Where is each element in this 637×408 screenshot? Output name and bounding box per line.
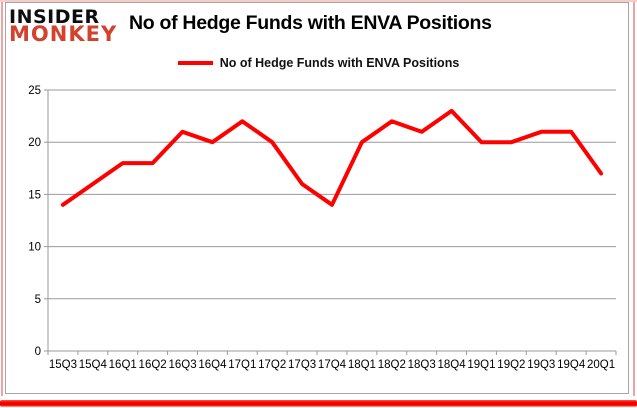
insider-monkey-logo: INSIDER MONKEY (9, 8, 117, 45)
chart-legend: No of Hedge Funds with ENVA Positions (0, 56, 637, 70)
series-line (60, 108, 604, 207)
x-tick-label: 18Q3 (408, 359, 436, 371)
x-tick-label: 19Q1 (467, 359, 495, 371)
x-tick-label: 16Q2 (139, 359, 167, 371)
x-tick-label: 17Q1 (228, 359, 256, 371)
x-tick-label: 18Q1 (348, 359, 376, 371)
x-tick-label: 17Q2 (258, 359, 286, 371)
y-tick-label: 25 (28, 85, 41, 97)
legend-line-swatch (177, 61, 213, 65)
legend-label: No of Hedge Funds with ENVA Positions (219, 56, 460, 70)
frame-glow-right (633, 2, 635, 396)
x-tick-label: 16Q4 (198, 359, 227, 371)
x-tick-label: 20Q1 (587, 359, 615, 371)
y-tick-label: 10 (28, 242, 41, 254)
page-title: No of Hedge Funds with ENVA Positions (129, 12, 492, 34)
frame-glow-top (0, 0, 637, 2)
x-tick-label: 17Q4 (318, 359, 347, 371)
y-tick-label: 0 (35, 346, 41, 358)
x-tick-label: 16Q1 (109, 359, 137, 371)
x-tick-label: 19Q3 (527, 359, 555, 371)
x-tick-label: 15Q3 (49, 359, 77, 371)
logo-text-insider: INSIDER (9, 6, 100, 28)
y-tick-label: 15 (28, 189, 41, 201)
x-tick-label: 18Q2 (378, 359, 406, 371)
frame-glow-bottom (0, 400, 637, 407)
x-tick-label: 15Q4 (79, 359, 108, 371)
chart-frame (5, 2, 629, 394)
x-tick-label: 16Q3 (168, 359, 196, 371)
x-tick-label: 18Q4 (438, 359, 467, 371)
x-tick-label: 17Q3 (288, 359, 316, 371)
logo-text-monkey: MONKEY (9, 22, 118, 46)
x-tick-label: 19Q2 (497, 359, 525, 371)
y-tick-label: 20 (28, 137, 41, 149)
y-tick-label: 5 (35, 294, 41, 306)
frame-glow-left (1, 2, 3, 396)
x-tick-label: 19Q4 (557, 359, 586, 371)
